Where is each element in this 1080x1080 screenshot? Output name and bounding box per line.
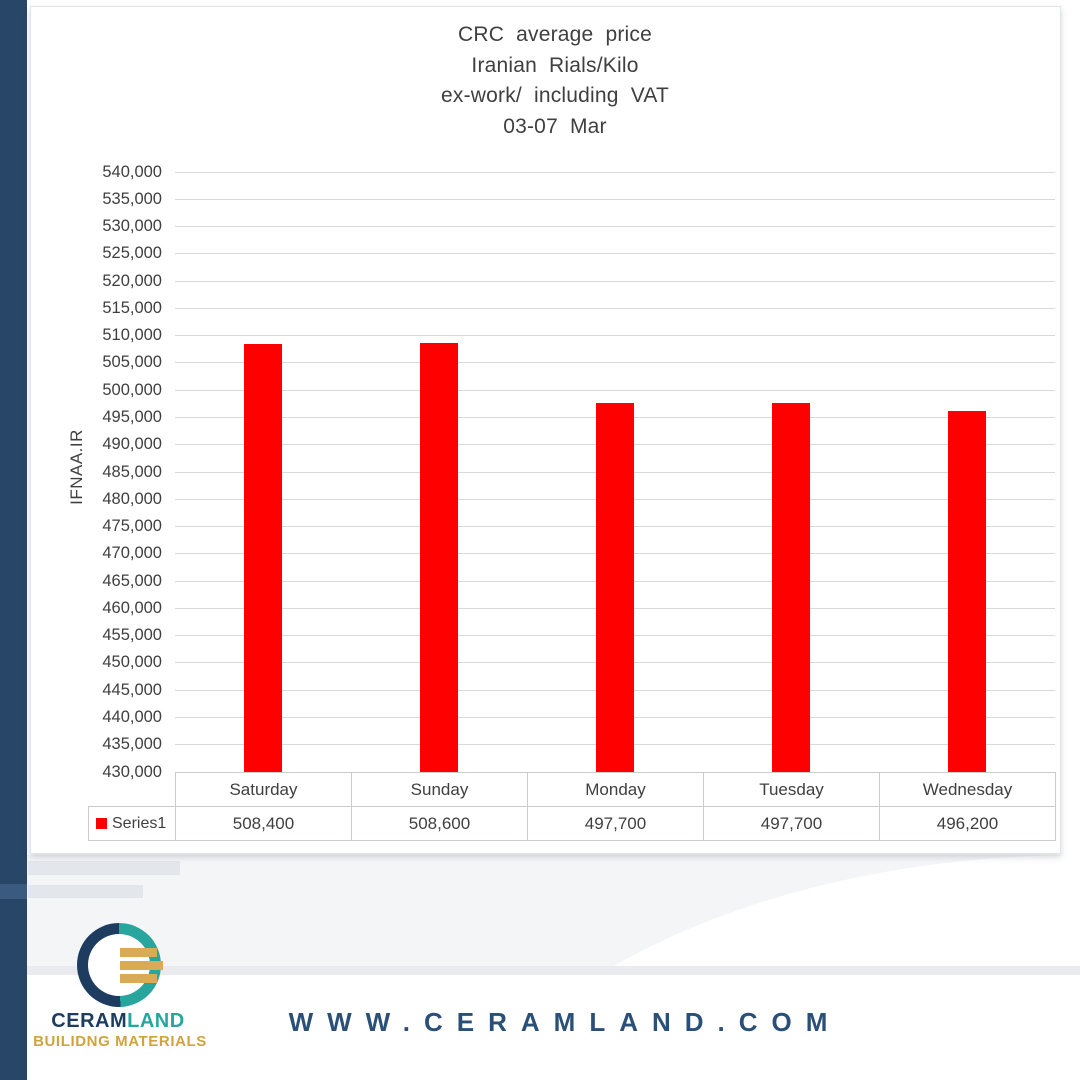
chart-title: CRC average price Iranian Rials/Kilo ex-… [150,20,960,142]
brand-tagline: BUILIDNG MATERIALS [33,1033,207,1050]
chart-title-line-4: 03-07 Mar [503,114,607,138]
bar [772,402,810,772]
decor-gray-bar-bottom [28,885,143,898]
wordmark-ceram: CERAM [51,1010,128,1032]
gridline [175,171,1055,173]
y-tick-label: 540,000 [102,162,162,181]
table-value-cell: 508,600 [351,806,528,841]
y-tick-label: 475,000 [102,517,162,536]
website-url: WWW.CERAMLAND.COM [288,1007,842,1037]
table-header-cell: Saturday [175,772,352,807]
gridline [175,198,1055,200]
chart-card [30,6,1061,854]
decor-gray-bar-top [28,861,180,875]
y-tick-label: 520,000 [102,271,162,290]
gridline [175,335,1055,337]
gridline [175,389,1055,391]
y-tick-label: 460,000 [102,598,162,617]
y-tick-label: 490,000 [102,435,162,454]
table-header-cell: Tuesday [703,772,880,807]
y-tick-label: 485,000 [102,462,162,481]
y-tick-label: 450,000 [102,653,162,672]
gridline [175,362,1055,364]
series-legend-cell: Series1 [88,806,176,841]
gridline [175,226,1055,228]
chart-title-line-3: ex-work/ including VAT [440,84,670,107]
logo-gold-bar-3 [120,974,157,983]
left-strip-light-segment [0,884,27,899]
series-legend-marker [96,818,107,829]
y-tick-label: 455,000 [102,626,162,645]
y-tick-label: 470,000 [102,544,162,563]
y-tick-label: 480,000 [102,489,162,508]
y-tick-label: 505,000 [102,353,162,372]
y-tick-label: 430,000 [102,762,162,781]
table-header-cell: Sunday [351,772,528,807]
y-tick-label: 435,000 [102,735,162,754]
bar [420,343,458,772]
table-header-cell: Monday [527,772,704,807]
series-legend-label: Series1 [112,814,167,832]
logo-gold-bar-2 [120,961,163,970]
brand-wordmark: CERAMLAND [38,1010,198,1033]
y-tick-label: 530,000 [102,217,162,236]
table-header-cell: Wednesday [879,772,1056,807]
y-tick-label: 510,000 [102,326,162,345]
y-tick-label: 515,000 [102,298,162,317]
y-tick-label: 495,000 [102,407,162,426]
bar [948,410,986,772]
gridline [175,280,1055,282]
y-tick-label: 525,000 [102,244,162,263]
y-tick-label: 440,000 [102,707,162,726]
gridline [175,307,1055,309]
wordmark-land: LAND [127,1010,185,1032]
y-tick-label: 535,000 [102,189,162,208]
y-tick-label: 465,000 [102,571,162,590]
bar [244,344,282,772]
logo-gold-bar-1 [120,948,157,957]
table-value-cell: 497,700 [527,806,704,841]
bar [596,402,634,772]
table-value-cell: 497,700 [703,806,880,841]
table-value-cell: 508,400 [175,806,352,841]
left-accent-strip [0,0,27,1080]
y-tick-label: 445,000 [102,680,162,699]
chart-title-line-2: Iranian Rials/Kilo [471,53,639,77]
table-value-cell: 496,200 [879,806,1056,841]
chart-title-line-1: CRC average price [458,23,652,46]
gridline [175,253,1055,255]
decor-horizontal-band [27,966,1080,975]
y-tick-label: 500,000 [102,380,162,399]
